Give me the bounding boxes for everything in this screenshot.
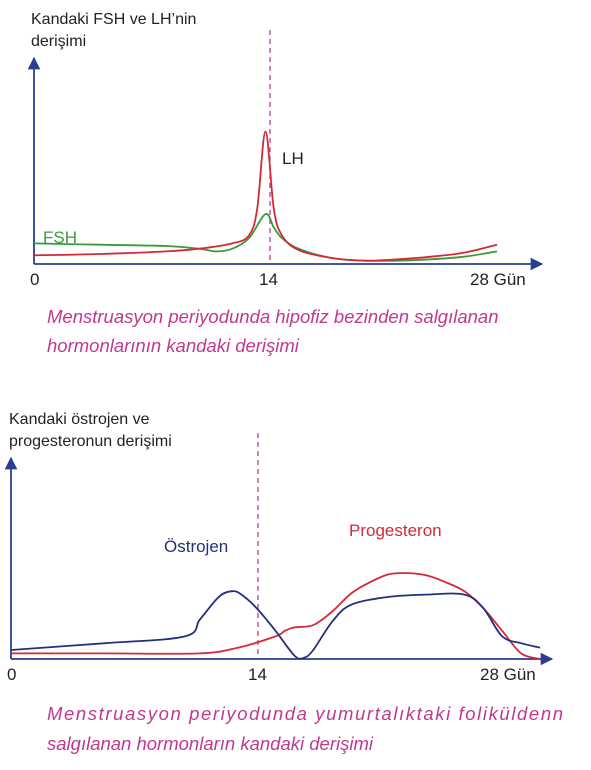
- chart2-series-ostrojen-line: [10, 590, 541, 660]
- chart1-series-label-lh: LH: [282, 149, 304, 168]
- chart2-ylabel-line1: Kandaki östrojen ve: [9, 411, 150, 428]
- chart2-x-tick-0: 0: [7, 665, 16, 684]
- chart1-x-tick-28: 28 Gün: [470, 270, 526, 289]
- chart2-series-label-ostrojen: Östrojen: [164, 537, 228, 556]
- chart1-caption-line1: Menstruasyon periyodunda hipofiz bezinde…: [47, 306, 499, 327]
- chart-2: Kandaki östrojen ve progesteronun derişi…: [4, 411, 563, 754]
- chart2-ylabel-line2: progesteronun derişimi: [9, 433, 172, 450]
- chart1-series-label-fsh: FSH: [43, 228, 77, 247]
- chart1-caption-line2: hormonlarının kandaki derişimi: [47, 335, 300, 356]
- chart2-series-progesteron-line: [11, 572, 541, 660]
- chart2-x-tick-14: 14: [248, 665, 267, 684]
- chart1-series-lh-line: [33, 130, 498, 262]
- chart-1: Kandaki FSH ve LH’nin derişimi LH FSH 0 …: [27, 11, 544, 356]
- chart2-caption-line2: salgılanan hormonların kandaki derişimi: [47, 733, 374, 754]
- chart1-x-tick-14: 14: [259, 270, 278, 289]
- chart1-series-fsh-line: [33, 213, 498, 262]
- chart1-ylabel-line2: derişimi: [31, 33, 86, 50]
- chart1-ylabel-line1: Kandaki FSH ve LH’nin: [31, 11, 196, 28]
- chart1-x-tick-0: 0: [30, 270, 39, 289]
- chart2-x-tick-28: 28 Gün: [480, 665, 536, 684]
- chart2-caption-line1: Menstruasyon periyodunda yumurtalıktaki …: [47, 703, 563, 724]
- chart2-series-label-progesteron: Progesteron: [349, 521, 442, 540]
